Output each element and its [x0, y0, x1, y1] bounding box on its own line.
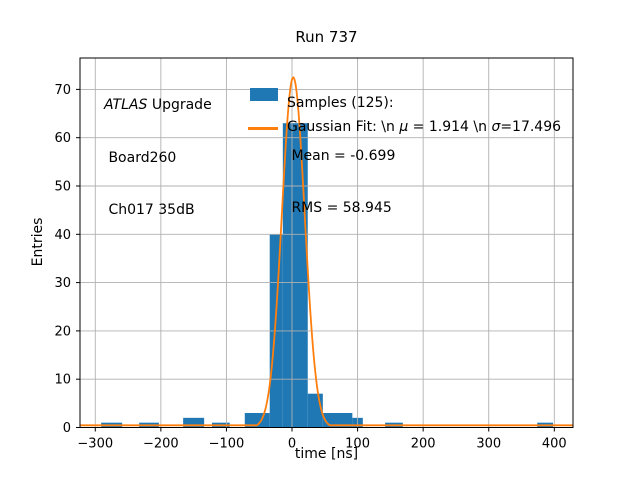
y-tick-label: 60	[54, 131, 71, 146]
legend-samples-swatch	[250, 88, 278, 101]
annotation-upgrade: Upgrade	[147, 97, 212, 113]
mu-symbol: μ	[399, 119, 409, 135]
gaussian-fit-curve	[80, 76, 573, 427]
histogram-bar	[322, 413, 353, 428]
legend-samples-line-3: RMS = 58.945	[287, 200, 392, 216]
axes-spines	[79, 57, 574, 428]
histogram-bar	[183, 417, 205, 428]
y-tick-label: 40	[54, 228, 71, 243]
y-tick-label: 0	[63, 421, 71, 436]
legend-gaussian-text-2: = 1.914 \n	[408, 119, 492, 135]
annotation-atlas: ATLAS Upgrade Board260 Ch017 35dB	[104, 62, 212, 255]
legend-gaussian-swatch	[248, 127, 278, 130]
annotation-line-3: Ch017 35dB	[104, 202, 195, 218]
histogram-bar	[282, 123, 308, 428]
y-tick-label: 50	[54, 179, 71, 194]
legend-samples-line-2: Mean = -0.699	[287, 147, 396, 164]
x-axis-label: time [ns]	[294, 446, 359, 462]
annotation-atlas-italic: ATLAS	[104, 97, 148, 113]
annotation-line-1: ATLAS Upgrade	[104, 97, 212, 115]
x-tick-label: 300	[476, 437, 501, 452]
histogram-bar	[307, 393, 323, 428]
x-tick-label: 0	[288, 437, 296, 452]
y-axis-label: Entries	[30, 217, 46, 267]
legend-gaussian-text-1: Gaussian Fit: \n	[287, 119, 400, 135]
y-tick-label: 20	[54, 324, 71, 339]
x-tick-label: −300	[77, 437, 113, 452]
legend-samples-label: Samples (125): Mean = -0.699 RMS = 58.94…	[287, 60, 395, 253]
legend-samples-line-1: Samples (125):	[287, 95, 394, 111]
annotation-line-2: Board260	[104, 149, 177, 166]
legend-gaussian-label: Gaussian Fit: \n μ = 1.914 \n σ=17.496	[287, 119, 561, 135]
sigma-symbol: σ	[491, 119, 501, 135]
x-tick-label: 200	[411, 437, 436, 452]
y-tick-label: 70	[54, 83, 71, 98]
x-tick-label: −100	[209, 437, 245, 452]
legend-gaussian-text-3: =17.496	[500, 119, 562, 135]
x-tick-label: −200	[143, 437, 179, 452]
y-tick-label: 10	[54, 373, 71, 388]
x-tick-label: 400	[542, 437, 567, 452]
plot-title: Run 737	[295, 28, 358, 46]
y-tick-label: 30	[54, 276, 71, 291]
x-tick-label: 100	[345, 437, 370, 452]
